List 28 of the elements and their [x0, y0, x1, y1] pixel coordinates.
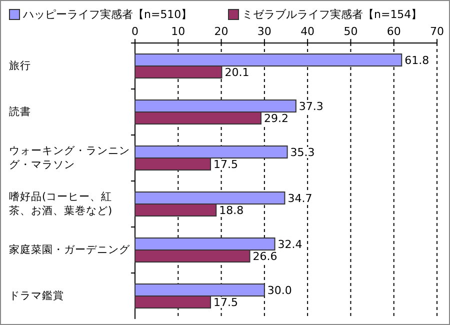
data-label: 18.8 [219, 204, 244, 217]
y-tick-label: 旅行 [9, 59, 32, 73]
data-label: 37.3 [298, 100, 324, 113]
data-label: 30.0 [267, 284, 292, 297]
data-label: 35.3 [290, 146, 315, 159]
x-tick-label: 40 [300, 25, 315, 38]
x-tick-label: 70 [430, 25, 444, 38]
y-tick-label: ドラマ鑑賞 [9, 289, 65, 303]
x-tick-label: 30 [257, 25, 272, 38]
x-tick-label: 20 [214, 25, 228, 38]
data-label: 17.5 [214, 296, 238, 309]
data-label: 17.5 [214, 158, 238, 171]
x-tick-label: 60 [386, 25, 401, 38]
legend-label: ハッピーライフ実感者【n=510】 [23, 7, 192, 22]
y-tick-label: ウォーキング・ランニング・マラソン [9, 144, 131, 172]
data-label: 29.2 [264, 112, 288, 125]
y-tick-label: 読書 [9, 105, 32, 119]
data-label: 20.1 [224, 66, 250, 79]
data-label: 34.7 [288, 192, 312, 205]
data-label: 61.8 [404, 54, 430, 67]
x-tick-label: 50 [344, 25, 358, 38]
legend-label: ミゼラブルライフ実感者【n=154】 [242, 7, 422, 22]
x-tick-label: 10 [171, 25, 186, 38]
y-tick-label: 家庭菜園・ガーデニング [9, 243, 131, 257]
data-label: 26.6 [252, 250, 278, 263]
x-tick-label: 0 [132, 25, 138, 38]
y-tick-label: 嗜好品(コーヒー、紅茶、お酒、葉巻など) [9, 190, 114, 218]
data-label: 32.4 [278, 238, 302, 251]
